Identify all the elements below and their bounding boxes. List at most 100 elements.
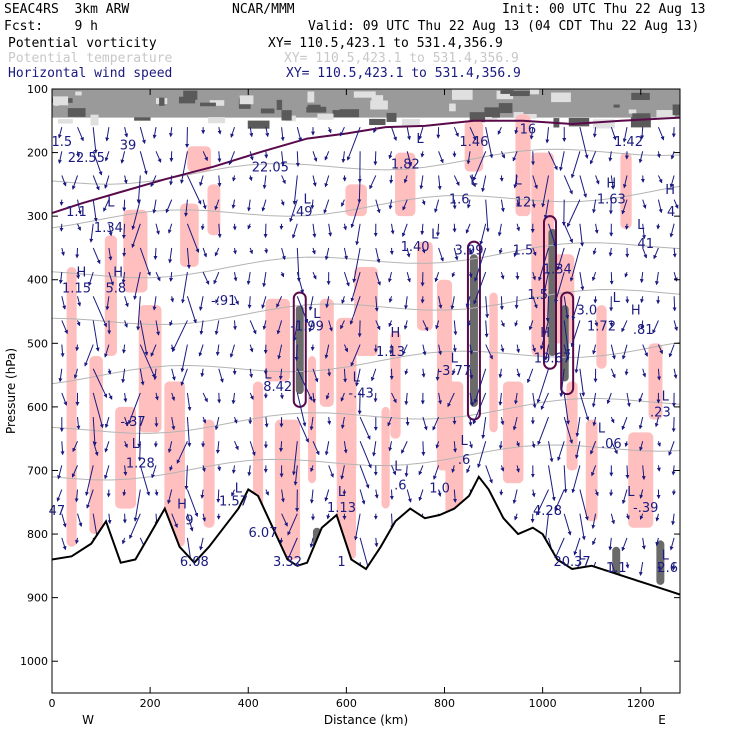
wind-arrow	[232, 320, 237, 331]
wind-arrow	[121, 223, 126, 239]
wind-arrow	[516, 465, 520, 473]
wind-arrow	[324, 175, 330, 188]
wind-arrow	[215, 441, 220, 454]
y-tick-label: 800	[27, 528, 48, 541]
pv-shade	[123, 209, 148, 293]
wind-arrow	[529, 127, 534, 140]
wind-arrow	[640, 127, 645, 140]
wind-arrow	[670, 151, 675, 160]
wind-arrow	[124, 441, 128, 449]
wind-arrow	[312, 368, 319, 383]
stratosphere-shade	[276, 99, 283, 110]
wind-arrow	[531, 489, 536, 498]
wind-arrow	[216, 489, 221, 503]
wind-arrow	[232, 175, 236, 182]
wind-arrow	[92, 175, 100, 191]
wind-arrow	[437, 175, 442, 191]
wind-arrow	[500, 320, 505, 328]
wind-arrow	[671, 561, 676, 571]
wind-arrow	[359, 537, 370, 570]
wind-arrow	[104, 416, 110, 429]
wind-arrow	[359, 489, 366, 505]
wind-arrow	[435, 441, 440, 449]
wind-arrow	[171, 368, 176, 381]
wind-arrow	[88, 271, 94, 287]
wind-arrow	[75, 247, 80, 259]
field-label: 22.55	[68, 151, 105, 166]
wind-arrow	[673, 320, 678, 332]
stratosphere-shade	[451, 89, 473, 100]
wind-arrow	[472, 392, 487, 425]
wind-arrow	[421, 199, 426, 206]
stratosphere-shade	[370, 100, 388, 110]
wind-arrow	[155, 320, 161, 336]
wind-arrow	[500, 416, 505, 426]
pv-shade	[274, 419, 301, 560]
wind-arrow	[498, 368, 503, 379]
wind-arrow	[405, 417, 410, 426]
wind-arrow	[74, 489, 79, 503]
wind-arrow	[669, 175, 675, 188]
wind-arrow	[571, 296, 581, 321]
wind-arrow	[653, 247, 659, 260]
wind-arrow	[469, 392, 474, 407]
wind-arrow	[500, 271, 505, 280]
wind-arrow	[375, 320, 381, 331]
wind-arrow	[469, 368, 474, 380]
wind-arrow	[200, 368, 205, 378]
wind-arrow	[310, 344, 315, 351]
wind-arrow	[58, 151, 63, 164]
wind-arrow	[608, 247, 613, 257]
wind-arrow	[539, 320, 549, 350]
wind-arrow	[181, 272, 188, 304]
wind-arrow	[390, 223, 395, 235]
wind-arrow	[92, 320, 100, 352]
field-label: L	[460, 434, 468, 449]
wind-arrow	[296, 127, 303, 142]
wind-arrow	[608, 151, 613, 162]
field-label: 1.42	[614, 135, 643, 150]
field-label: 1.57	[219, 494, 248, 509]
field-label: 39	[120, 138, 137, 153]
wind-arrow	[343, 247, 349, 260]
wind-arrow	[249, 127, 254, 138]
wind-arrow	[592, 344, 597, 355]
wind-arrow	[485, 465, 493, 484]
wind-arrow	[419, 175, 424, 190]
wind-arrow	[355, 368, 361, 387]
wind-arrow	[77, 223, 81, 231]
wind-arrow	[374, 537, 379, 548]
field-pv-name: Potential vorticity	[8, 36, 157, 51]
wind-arrow	[77, 296, 82, 307]
wind-arrow	[56, 489, 63, 502]
wind-arrow	[339, 126, 345, 137]
pv-shade	[187, 146, 212, 172]
forecast-hour: Fcst: 9 h	[4, 19, 98, 34]
wind-arrow	[641, 537, 646, 550]
wind-arrow	[57, 465, 63, 480]
wind-arrow	[154, 417, 159, 428]
wind-arrow	[499, 175, 504, 182]
wind-arrow	[186, 392, 192, 411]
wind-arrow	[657, 561, 662, 571]
wind-arrow	[217, 223, 222, 239]
field-label: 9	[185, 514, 193, 529]
wind-arrow	[171, 416, 176, 431]
wind-arrow	[563, 320, 570, 354]
wind-arrow	[435, 320, 440, 330]
wind-arrow	[570, 151, 581, 179]
wind-arrow	[389, 247, 394, 255]
wind-arrow	[279, 537, 284, 544]
field-label: H	[540, 326, 550, 341]
wind-arrow	[563, 296, 570, 320]
wind-arrow	[655, 272, 659, 286]
field-label: L	[132, 437, 140, 452]
wind-arrow	[625, 465, 630, 479]
field-label: 1.13	[327, 501, 356, 516]
field-label: L	[514, 173, 522, 188]
wind-arrow	[249, 247, 254, 255]
field-label: 2.6	[657, 561, 678, 576]
wind-arrow	[233, 272, 238, 282]
wind-arrow	[545, 127, 550, 144]
stratosphere-shade	[498, 103, 513, 114]
